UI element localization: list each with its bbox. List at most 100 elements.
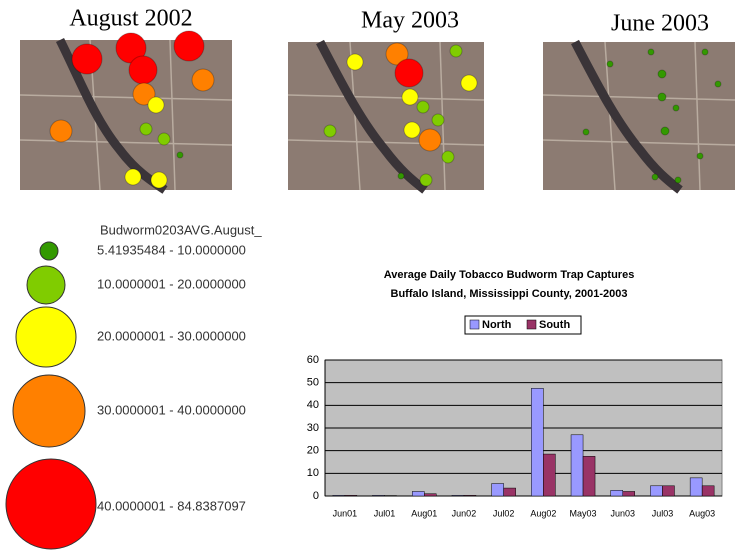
map-circle — [607, 61, 613, 67]
map-circle — [675, 177, 681, 183]
bar — [690, 478, 702, 496]
y-tick-label: 0 — [313, 490, 319, 502]
x-tick-label: Jul02 — [493, 508, 515, 518]
map-circle — [450, 45, 462, 57]
map-circle — [658, 93, 666, 101]
x-tick-label: Jun02 — [452, 508, 477, 518]
map-image — [543, 42, 735, 190]
bar — [543, 454, 555, 496]
map-circle — [417, 101, 429, 113]
y-tick-label: 30 — [307, 422, 319, 434]
map-circle — [697, 153, 703, 159]
legend-label: 10.0000001 - 20.0000000 — [97, 276, 246, 291]
map-circle — [402, 89, 418, 105]
legend-symbol — [27, 266, 65, 304]
map-circle — [177, 152, 183, 158]
map-circle — [652, 174, 658, 180]
bar — [464, 495, 476, 496]
map-circle — [174, 31, 204, 61]
map-circle — [658, 70, 666, 78]
chart-title: Average Daily Tobacco Budworm Trap Captu… — [384, 269, 635, 281]
map-circle — [72, 44, 102, 74]
map-image — [288, 42, 484, 190]
map-circle — [151, 172, 167, 188]
map-circle — [125, 169, 141, 185]
map-circle — [158, 133, 170, 145]
y-tick-label: 20 — [307, 445, 319, 457]
legend-label: South — [539, 319, 570, 331]
x-tick-label: Aug01 — [411, 508, 437, 518]
map-circle — [324, 125, 336, 137]
map-august-2002 — [20, 31, 232, 190]
map-circle — [432, 114, 444, 126]
y-tick-label: 50 — [307, 377, 319, 389]
y-tick-label: 60 — [307, 354, 319, 366]
map-circle — [148, 97, 164, 113]
map-circle — [420, 174, 432, 186]
bar — [452, 495, 464, 496]
x-tick-label: Jun03 — [610, 508, 635, 518]
x-tick-label: Jul01 — [374, 508, 396, 518]
legend-swatch — [527, 320, 536, 329]
map-circle — [442, 151, 454, 163]
map-circle — [404, 122, 420, 138]
map-circle — [461, 75, 477, 91]
y-tick-label: 40 — [307, 399, 319, 411]
x-tick-label: Jul03 — [652, 508, 674, 518]
map-circle — [702, 49, 708, 55]
bar — [333, 495, 345, 496]
map-title: June 2003 — [611, 11, 709, 37]
bar — [611, 490, 623, 496]
chart-subtitle: Buffalo Island, Mississippi County, 2001… — [391, 288, 628, 300]
x-tick-label: Jun01 — [333, 508, 358, 518]
map-circle — [347, 54, 363, 70]
maps: August 2002 May 2003 June 2003 — [20, 6, 735, 191]
map-circle — [192, 69, 214, 91]
bar — [650, 486, 662, 496]
map-may-2003 — [288, 42, 484, 190]
legend-label: 40.0000001 - 84.8387097 — [97, 498, 246, 513]
bar — [702, 486, 714, 496]
bar — [504, 488, 516, 496]
x-tick-label: Aug03 — [689, 508, 715, 518]
map-circle — [648, 49, 654, 55]
map-circle — [583, 129, 589, 135]
map-circle — [715, 81, 721, 87]
bar-chart: Average Daily Tobacco Budworm Trap Captu… — [307, 269, 722, 518]
map-circle — [129, 56, 157, 84]
bar — [662, 486, 674, 496]
x-tick-label: Aug02 — [530, 508, 556, 518]
legend-title: Budworm0203AVG.August_ — [100, 222, 262, 237]
x-tick-label: May03 — [570, 508, 597, 518]
legend-label: North — [482, 319, 512, 331]
map-circle — [419, 129, 441, 151]
bar — [345, 495, 357, 496]
legend-symbol — [40, 242, 58, 260]
legend-swatch — [470, 320, 479, 329]
legend-label: 20.0000001 - 30.0000000 — [97, 328, 246, 343]
map-circle — [398, 173, 404, 179]
bar — [492, 484, 504, 496]
legend-symbol — [16, 307, 76, 367]
map-title: May 2003 — [361, 8, 459, 34]
bar — [623, 491, 635, 496]
bar — [424, 494, 436, 496]
map-circle — [395, 59, 423, 87]
legend-symbol — [6, 459, 96, 549]
map-circle — [140, 123, 152, 135]
bar — [373, 495, 385, 496]
map-june-2003 — [543, 42, 735, 190]
map-title: August 2002 — [69, 6, 192, 32]
map-circle — [50, 120, 72, 142]
map-circle — [673, 105, 679, 111]
legend-label: 30.0000001 - 40.0000000 — [97, 402, 246, 417]
legend-symbol — [13, 375, 85, 447]
bar — [412, 491, 424, 496]
page: August 2002 May 2003 June 2003 — [0, 0, 753, 551]
bar — [583, 456, 595, 496]
bar — [531, 388, 543, 496]
y-tick-label: 10 — [307, 467, 319, 479]
bar — [571, 435, 583, 496]
map-circle — [661, 127, 669, 135]
map-legend: Budworm0203AVG.August_ 5.41935484 - 10.0… — [6, 222, 262, 549]
